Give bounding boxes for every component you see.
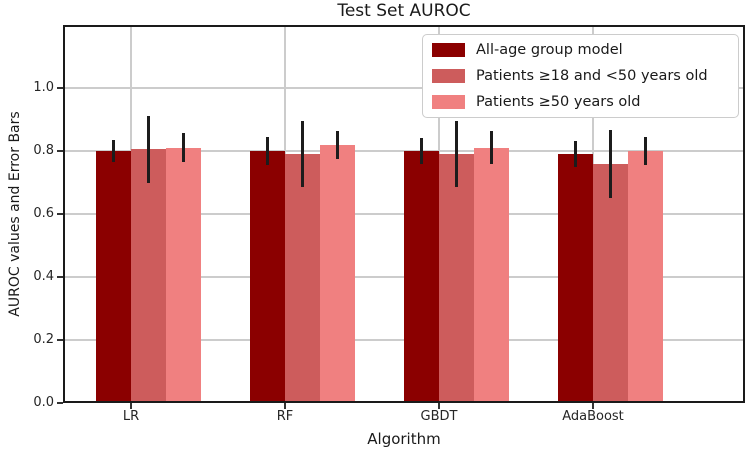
error-bar: [301, 121, 304, 188]
legend-swatch: [432, 95, 465, 109]
x-axis-label: Algorithm: [367, 430, 441, 448]
y-tick-mark: [57, 213, 63, 215]
legend: All-age group model Patients ≥18 and <50 …: [422, 34, 739, 118]
bar: [593, 163, 628, 403]
y-tick-label: 0.2: [33, 332, 54, 347]
legend-label: Patients ≥50 years old: [476, 94, 641, 110]
y-tick-label: 0.8: [33, 143, 54, 158]
error-bar: [266, 136, 269, 166]
bar: [404, 151, 439, 403]
error-bar: [147, 115, 150, 184]
bar: [285, 154, 320, 403]
x-tick-mark: [592, 403, 594, 409]
error-bar: [609, 129, 612, 198]
x-tick-mark: [438, 403, 440, 409]
bar: [439, 154, 474, 403]
chart-title: Test Set AUROC: [337, 1, 471, 21]
error-bar: [420, 137, 423, 165]
bar: [131, 149, 166, 403]
legend-label: Patients ≥18 and <50 years old: [476, 68, 708, 84]
y-tick-mark: [57, 150, 63, 152]
y-tick-mark: [57, 402, 63, 404]
y-tick-mark: [57, 87, 63, 89]
y-tick-label: 0.6: [33, 206, 54, 221]
plot-area: [63, 25, 745, 403]
y-tick-mark: [57, 339, 63, 341]
legend-swatch: [432, 43, 465, 57]
bar: [320, 144, 355, 403]
error-bar: [182, 133, 185, 163]
y-tick-label: 0.0: [33, 395, 54, 410]
y-tick-mark: [57, 276, 63, 278]
y-gridline: [63, 87, 745, 89]
error-bar: [490, 131, 493, 165]
x-tick-label: GBDT: [420, 409, 458, 424]
error-bar: [455, 121, 458, 188]
x-tick-mark: [284, 403, 286, 409]
x-tick-mark: [130, 403, 132, 409]
x-tick-label: RF: [276, 409, 294, 424]
legend-item: All-age group model: [432, 42, 729, 58]
error-bar: [112, 139, 115, 163]
bar: [628, 151, 663, 403]
bar: [166, 147, 201, 403]
error-bar: [574, 140, 577, 168]
error-bar: [336, 130, 339, 159]
bar: [96, 151, 131, 403]
y-tick-label: 0.4: [33, 269, 54, 284]
legend-item: Patients ≥50 years old: [432, 94, 729, 110]
legend-label: All-age group model: [476, 42, 623, 58]
error-bar: [644, 136, 647, 166]
bar: [250, 151, 285, 403]
x-tick-label: AdaBoost: [562, 409, 624, 424]
legend-swatch: [432, 69, 465, 83]
bar: [558, 154, 593, 403]
x-tick-label: LR: [122, 409, 140, 424]
legend-item: Patients ≥18 and <50 years old: [432, 68, 729, 84]
y-tick-label: 1.0: [33, 80, 54, 95]
bar: [474, 147, 509, 403]
